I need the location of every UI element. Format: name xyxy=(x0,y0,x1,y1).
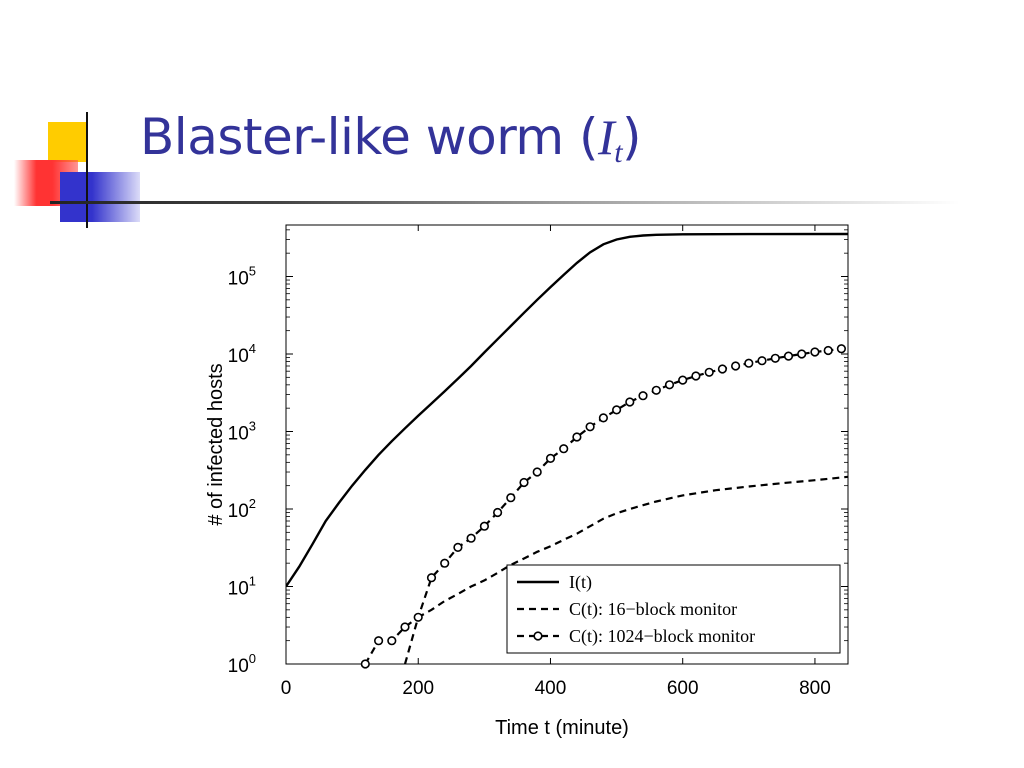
series-point-3 xyxy=(572,432,582,442)
decor-yellow-square xyxy=(48,122,88,162)
x-tick-label: 600 xyxy=(667,678,699,699)
series-point-3 xyxy=(638,391,648,401)
series-point-3 xyxy=(440,558,450,568)
series-point-3 xyxy=(387,636,397,646)
series-point-3 xyxy=(678,375,688,385)
slide-title-subscript: t xyxy=(614,136,623,169)
decor-blue-block xyxy=(60,172,140,222)
series-point-3 xyxy=(598,413,609,423)
x-tick-label: 800 xyxy=(799,678,831,699)
legend-marker xyxy=(533,631,543,641)
series-point-3 xyxy=(413,612,423,622)
series-point-3 xyxy=(559,444,569,454)
series-point-3 xyxy=(664,380,675,390)
slide-title: Blaster-like worm (It) xyxy=(140,108,642,170)
series-point-3 xyxy=(770,353,780,363)
series-point-3 xyxy=(374,636,384,646)
series-point-3 xyxy=(704,367,714,377)
decor-horizontal-line xyxy=(50,201,960,204)
slide-title-text: Blaster-like worm ( xyxy=(140,108,599,166)
x-axis-label: Time t (minute) xyxy=(495,717,629,739)
legend-label-1: I(t) xyxy=(569,572,592,593)
y-tick-label: 105 xyxy=(228,264,256,290)
x-tick-label: 0 xyxy=(281,678,292,699)
series-line-1 xyxy=(286,232,848,588)
y-tick-label: 104 xyxy=(228,341,256,367)
series-point-3 xyxy=(466,533,476,543)
series-point-3 xyxy=(506,493,516,503)
series-point-3 xyxy=(360,659,370,669)
series-point-3 xyxy=(651,385,661,395)
legend-label-3: C(t): 1024−block monitor xyxy=(569,626,755,647)
series-point-3 xyxy=(744,358,754,368)
series-point-3 xyxy=(426,573,437,583)
series-point-3 xyxy=(453,542,463,553)
series-point-3 xyxy=(625,397,635,407)
y-tick-label: 102 xyxy=(228,496,256,522)
series-point-3 xyxy=(691,371,701,381)
y-tick-label: 103 xyxy=(228,419,256,445)
y-axis-label: # of infected hosts xyxy=(205,363,227,525)
series-point-3 xyxy=(611,405,622,415)
legend-label-2: C(t): 16−block monitor xyxy=(569,599,737,620)
plot-frame xyxy=(285,224,849,665)
slide-title-variable: It xyxy=(598,109,623,169)
legend-box xyxy=(506,564,841,654)
series-point-3 xyxy=(717,364,728,374)
slide-title-close: ) xyxy=(622,108,642,166)
series-point-3 xyxy=(493,507,503,518)
x-tick-label: 200 xyxy=(402,678,434,699)
y-tick-label: 101 xyxy=(228,574,256,600)
decor-vertical-line xyxy=(86,112,88,228)
x-tick-label: 400 xyxy=(535,678,567,699)
series-point-3 xyxy=(585,422,595,432)
series-point-3 xyxy=(400,622,410,632)
series-point-3 xyxy=(730,361,741,371)
series-point-3 xyxy=(479,521,490,531)
series-point-3 xyxy=(783,351,794,361)
series-point-3 xyxy=(836,344,847,354)
series-point-3 xyxy=(797,349,807,359)
series-point-3 xyxy=(757,356,767,366)
y-tick-label: 100 xyxy=(228,651,256,677)
series-point-3 xyxy=(545,453,556,464)
series-line-2 xyxy=(403,475,848,664)
series-point-3 xyxy=(519,477,529,488)
series-point-3 xyxy=(532,467,542,477)
series-point-3 xyxy=(823,345,833,356)
series-point-3 xyxy=(810,347,820,357)
